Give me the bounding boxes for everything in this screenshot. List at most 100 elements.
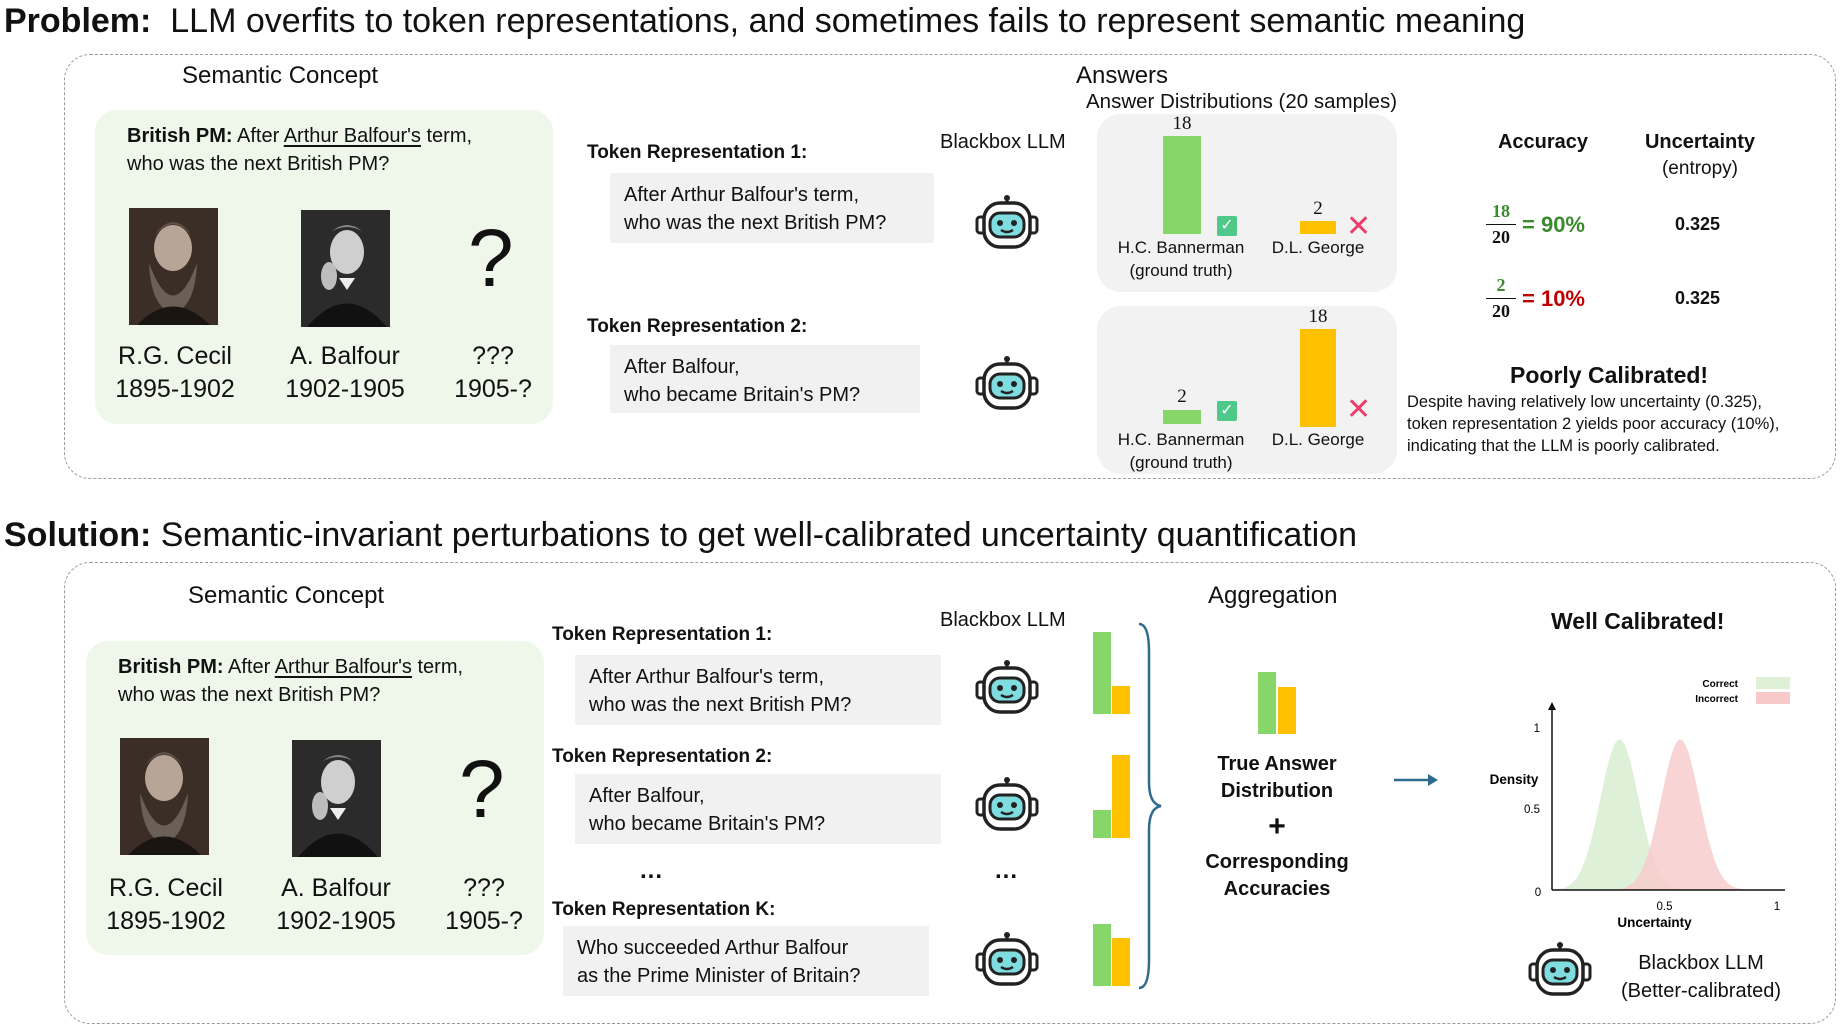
problem-panel: [64, 54, 1836, 479]
robot-icon: [1528, 942, 1592, 996]
aggregation-label: Aggregation: [1208, 582, 1338, 609]
portrait-balfour: [292, 740, 381, 857]
uncertainty-heading: Uncertainty: [1644, 131, 1756, 153]
question-pre: After: [228, 656, 271, 678]
dist-1-wrong-count: 2: [1313, 198, 1323, 219]
robot-ellipsis: ...: [995, 857, 1019, 884]
p-token-1-heading: Token Representation 1:: [587, 142, 808, 163]
agg-wrong-bar: [1278, 687, 1296, 734]
robot-icon: [975, 195, 1039, 249]
question-bold: British PM:: [127, 125, 233, 147]
question-underlined: Arthur Balfour's: [274, 656, 412, 678]
p-token-2-heading: Token Representation 2:: [587, 316, 808, 337]
portrait-cecil: [120, 738, 209, 855]
better-calibrated-label: Blackbox LLM (Better-calibrated): [1606, 949, 1796, 1005]
dist-box-2: [1097, 306, 1397, 474]
mini-wrong-bar: [1112, 755, 1130, 838]
answer-correct-note: (ground truth): [1129, 453, 1233, 472]
agg-line-1: True Answer: [1217, 753, 1337, 775]
dist-1-wrong-bar: [1300, 221, 1336, 234]
person-3: ??? 1905-?: [409, 872, 559, 938]
dist-1-correct-bar: [1163, 136, 1201, 234]
p-blackbox-label: Blackbox LLM: [940, 131, 1066, 153]
dist-1-correct-count: 18: [1172, 113, 1192, 134]
legend-label: Correct: [1702, 679, 1738, 690]
accuracy-2-numerator: 2: [1496, 275, 1506, 295]
accuracy-2-fraction: 2 20: [1486, 275, 1516, 322]
question-bold: British PM:: [118, 656, 224, 678]
x-axis-label: Uncertainty: [1617, 915, 1692, 930]
agg-line-4: Accuracies: [1223, 878, 1331, 900]
question-pre: After: [237, 125, 280, 147]
accuracy-1-percent: = 90%: [1522, 212, 1585, 237]
person-2: A. Balfour 1902-1905: [270, 340, 420, 406]
person-3-name: ???: [463, 874, 505, 902]
agg-correct-bar: [1258, 672, 1276, 734]
agg-line-3: Corresponding: [1205, 851, 1349, 873]
s-blackbox-label: Blackbox LLM: [940, 609, 1066, 631]
agg-line-2: Distribution: [1220, 780, 1334, 802]
problem-semantic-concept-label: Semantic Concept: [182, 62, 379, 89]
person-2-name: A. Balfour: [290, 342, 400, 370]
p-token-2-line2: who became Britain's PM?: [624, 384, 861, 406]
robot-icon: [975, 356, 1039, 410]
mini-correct-bar: [1093, 632, 1111, 714]
person-2-years: 1902-1905: [276, 907, 396, 935]
person-1: R.G. Cecil 1895-1902: [91, 872, 241, 938]
mini-correct-bar: [1093, 810, 1111, 838]
problem-title: Problem: LLM overfits to token represent…: [4, 2, 1525, 41]
dist-box-1: [1097, 114, 1397, 292]
y-axis-arrow: [1548, 702, 1556, 710]
person-2-years: 1902-1905: [285, 375, 405, 403]
better-bb-line-1: Blackbox LLM: [1638, 952, 1764, 974]
dist-1-wrong-answer: D.L. George: [1271, 238, 1365, 257]
person-3-name: ???: [472, 342, 514, 370]
poor-line-3: indicating that the LLM is poorly calibr…: [1407, 437, 1720, 455]
aggregation-text: True Answer Distribution + Corresponding…: [1180, 751, 1374, 903]
person-3-years: 1905-?: [445, 907, 523, 935]
density-chart: 0 0.5 1 1 0.5 Uncertainty Density Correct Incorr…: [1490, 677, 1790, 930]
plus-icon: +: [1268, 810, 1286, 843]
s-token-1-box: After Arthur Balfour's term, who was the…: [575, 655, 941, 725]
mini-correct-bar: [1093, 924, 1111, 986]
solution-title: Solution: Semantic-invariant perturbatio…: [4, 516, 1357, 555]
question-post: term,: [417, 656, 464, 678]
problem-title-bold: Problem:: [4, 2, 152, 40]
s-token-2-box: After Balfour, who became Britain's PM?: [575, 774, 941, 844]
robot-icon: [975, 932, 1039, 986]
question-line2: who was the next British PM?: [127, 153, 390, 175]
legend-swatch: [1756, 677, 1790, 689]
s-token-2-heading: Token Representation 2:: [552, 746, 773, 767]
person-3-years: 1905-?: [454, 375, 532, 403]
legend-swatch: [1756, 692, 1790, 704]
person-1-years: 1895-1902: [115, 375, 235, 403]
dist-1-correct-answer: H.C. Bannerman (ground truth): [1111, 236, 1251, 282]
s-token-2-line2: who became Britain's PM?: [589, 813, 826, 835]
question-underlined: Arthur Balfour's: [283, 125, 421, 147]
x-tick-label: 0.5: [1657, 901, 1673, 913]
uncertainty-subheading: (entropy): [1661, 158, 1739, 179]
check-icon: ✓: [1217, 216, 1237, 236]
answer-correct-name: H.C. Bannerman: [1117, 238, 1245, 257]
s-token-1-line2: who was the next British PM?: [589, 694, 852, 716]
robot-icon: [975, 660, 1039, 714]
p-token-1-box: After Arthur Balfour's term, who was the…: [610, 173, 934, 243]
legend-label: Incorrect: [1695, 694, 1738, 705]
poorly-calibrated-title: Poorly Calibrated!: [1510, 362, 1709, 388]
dist-2-wrong-count: 18: [1308, 306, 1328, 327]
s-token-2-line1: After Balfour,: [589, 785, 705, 807]
person-3: ??? 1905-?: [418, 340, 568, 406]
p-token-1-line2: who was the next British PM?: [624, 212, 887, 234]
s-token-k-line2: as the Prime Minister of Britain?: [577, 965, 861, 987]
answer-correct-note: (ground truth): [1129, 261, 1233, 280]
cross-icon: ✕: [1346, 210, 1372, 243]
solution-question: British PM: After Arthur Balfour's term,…: [118, 653, 538, 709]
person-2-name: A. Balfour: [281, 874, 391, 902]
accuracy-heading: Accuracy: [1497, 131, 1589, 153]
question-line2: who was the next British PM?: [118, 684, 381, 706]
s-token-k-line1: Who succeeded Arthur Balfour: [577, 937, 849, 959]
accuracy-1-fraction: 18 20: [1486, 201, 1516, 248]
problem-question: British PM: After Arthur Balfour's term,…: [127, 122, 547, 178]
s-token-k-box: Who succeeded Arthur Balfour as the Prim…: [563, 926, 929, 996]
mini-wrong-bar: [1112, 938, 1130, 986]
